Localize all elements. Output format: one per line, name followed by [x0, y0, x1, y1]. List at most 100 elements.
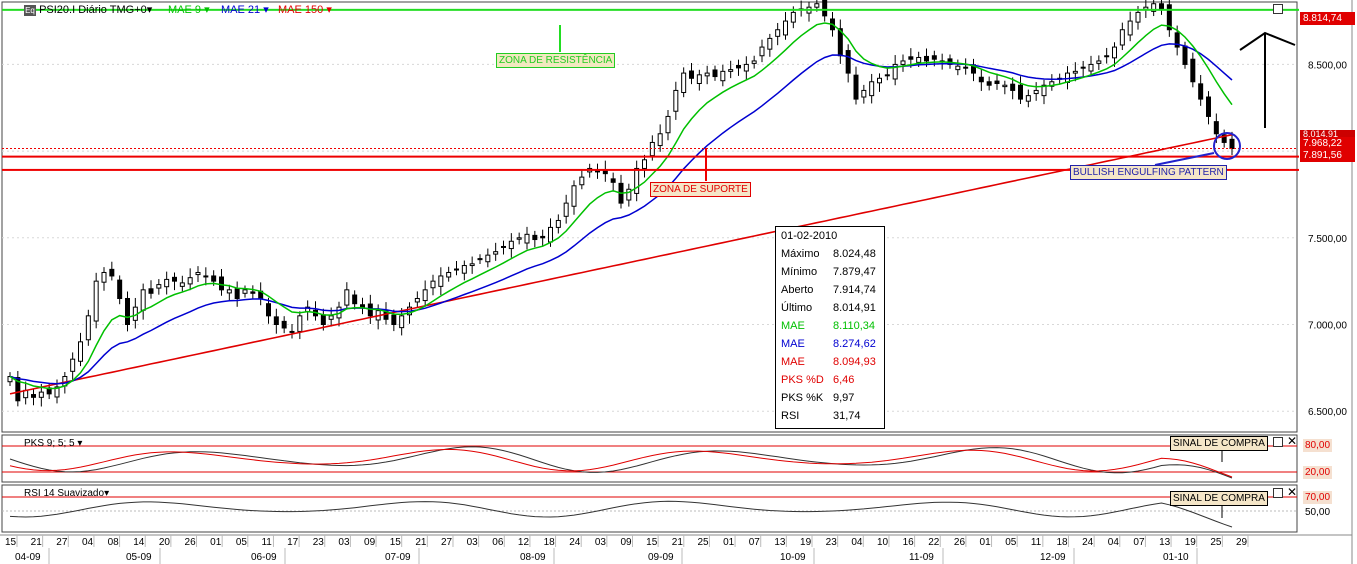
- candle-body: [493, 251, 499, 255]
- info-row: Mínimo 7.879,47: [781, 263, 881, 281]
- symbol-icon: Eq: [24, 4, 36, 16]
- info-row: Aberto 7.914,74: [781, 281, 881, 299]
- x-month-label: 08-09: [520, 552, 546, 563]
- candle-body: [469, 263, 475, 267]
- candle-body: [673, 89, 679, 112]
- candle-body: [328, 315, 334, 320]
- price-tag-t2: 7.968,22: [1300, 137, 1355, 150]
- x-day-label: 11: [1031, 537, 1042, 548]
- stoch-panel-title[interactable]: PKS 9; 5; 5 ▾: [24, 437, 82, 451]
- candle-body: [1049, 81, 1055, 87]
- candle-body: [728, 69, 734, 72]
- candle-body: [892, 63, 898, 80]
- legend-ma21[interactable]: MAE 21 ▾: [221, 3, 269, 17]
- x-day-label: 04: [1108, 537, 1120, 548]
- maximize-icon[interactable]: [1273, 437, 1283, 447]
- candle-body: [1206, 96, 1211, 117]
- candle-body: [634, 167, 640, 194]
- x-day-label: 04: [851, 537, 863, 548]
- rsi-panel-title[interactable]: RSI 14 Suavizado▾: [24, 487, 109, 501]
- x-day-label: 25: [1210, 537, 1222, 548]
- candle-body: [931, 55, 937, 60]
- candle-body: [344, 289, 350, 306]
- pattern-label[interactable]: BULLISH ENGULFING PATTERN: [1070, 165, 1227, 180]
- close-icon[interactable]: ✕: [1287, 485, 1298, 499]
- maximize-icon[interactable]: [1273, 4, 1283, 14]
- candle-body: [986, 81, 992, 86]
- maximize-icon[interactable]: [1273, 488, 1283, 498]
- candle-body: [1088, 63, 1094, 72]
- candle-body: [156, 284, 162, 289]
- x-day-label: 20: [159, 537, 171, 548]
- x-day-label: 26: [185, 537, 197, 548]
- x-day-label: 19: [1185, 537, 1197, 548]
- info-value: 7.879,47: [833, 266, 876, 278]
- rsi-level-50: 50,00: [1305, 507, 1331, 518]
- candle-body: [148, 288, 154, 294]
- legend-ma150[interactable]: MAE 150 ▾: [278, 3, 332, 17]
- candle-body: [211, 275, 217, 282]
- x-day-label: 18: [1056, 537, 1068, 548]
- x-day-label: 25: [697, 537, 709, 548]
- candle-body: [360, 304, 365, 308]
- legend-ma9[interactable]: MAE 9 ▾: [168, 3, 210, 17]
- symbol-dropdown-icon[interactable]: ▾: [146, 4, 153, 16]
- x-day-label: 04: [82, 537, 94, 548]
- candle-body: [101, 271, 107, 283]
- candle-body: [704, 72, 710, 77]
- close-icon[interactable]: ✕: [1287, 434, 1298, 448]
- chevron-down-icon: ▾: [263, 4, 269, 16]
- x-month-label: 06-09: [251, 552, 277, 563]
- x-day-label: 03: [338, 537, 350, 548]
- candle-body: [775, 29, 781, 37]
- buy-signal-rsi-label[interactable]: SINAL DE COMPRA: [1170, 491, 1268, 506]
- x-day-label: 15: [646, 537, 658, 548]
- candle-body: [1104, 55, 1110, 58]
- info-value: 8.094,93: [833, 356, 876, 368]
- info-label: Último: [781, 302, 813, 314]
- candle-body: [1018, 84, 1023, 100]
- support-zone-label[interactable]: ZONA DE SUPORTE: [650, 182, 751, 197]
- symbol-label[interactable]: PSI20.I Diário TMG+0: [39, 4, 147, 16]
- mae21-line: [9, 43, 1233, 385]
- candle-body: [1190, 58, 1196, 83]
- stoch-level-20: 20,00: [1303, 466, 1333, 479]
- rsi-title-label: RSI 14 Suavizado: [24, 488, 105, 499]
- stoch-d-line: [9, 448, 1233, 478]
- candle-body: [1096, 60, 1102, 64]
- buy-signal-stoch-label[interactable]: SINAL DE COMPRA: [1170, 436, 1268, 451]
- x-day-label: 03: [595, 537, 607, 548]
- mae9-line: [9, 22, 1233, 390]
- x-day-label: 01: [210, 537, 222, 548]
- resistance-zone-label[interactable]: ZONA DE RESISTÊNCIA: [496, 53, 616, 68]
- candle-body: [1119, 29, 1125, 46]
- x-month-label: 05-09: [126, 552, 152, 563]
- x-day-label: 08: [108, 537, 120, 548]
- candle-body: [164, 278, 170, 288]
- symbol-header[interactable]: Eq PSI20.I Diário TMG+0▾: [24, 3, 152, 17]
- info-value: 8.110,34: [833, 320, 876, 332]
- candle-body: [532, 234, 538, 241]
- x-day-label: 11: [261, 537, 272, 548]
- candle-body: [226, 289, 232, 294]
- info-label: Mínimo: [781, 266, 818, 278]
- info-value: 6,46: [833, 374, 855, 386]
- candle-body: [696, 74, 702, 84]
- candle-body: [1025, 95, 1031, 102]
- x-day-label: 24: [1082, 537, 1094, 548]
- candle-body: [140, 289, 146, 311]
- candle-body: [994, 80, 1000, 84]
- y-tick-label: 7.500,00: [1308, 234, 1347, 245]
- mae150-line: [9, 133, 1233, 395]
- candle-body: [524, 233, 530, 244]
- x-day-label: 27: [56, 537, 68, 548]
- price-tag-support: 7.891,56: [1300, 149, 1355, 162]
- x-day-label: 15: [5, 537, 17, 548]
- x-day-label: 09: [364, 537, 376, 548]
- chevron-down-icon: ▾: [104, 488, 110, 499]
- legend-ma9-label: MAE 9: [168, 4, 202, 16]
- x-day-label: 01: [980, 537, 992, 548]
- x-day-label: 01: [723, 537, 735, 548]
- candle-body: [1135, 11, 1141, 23]
